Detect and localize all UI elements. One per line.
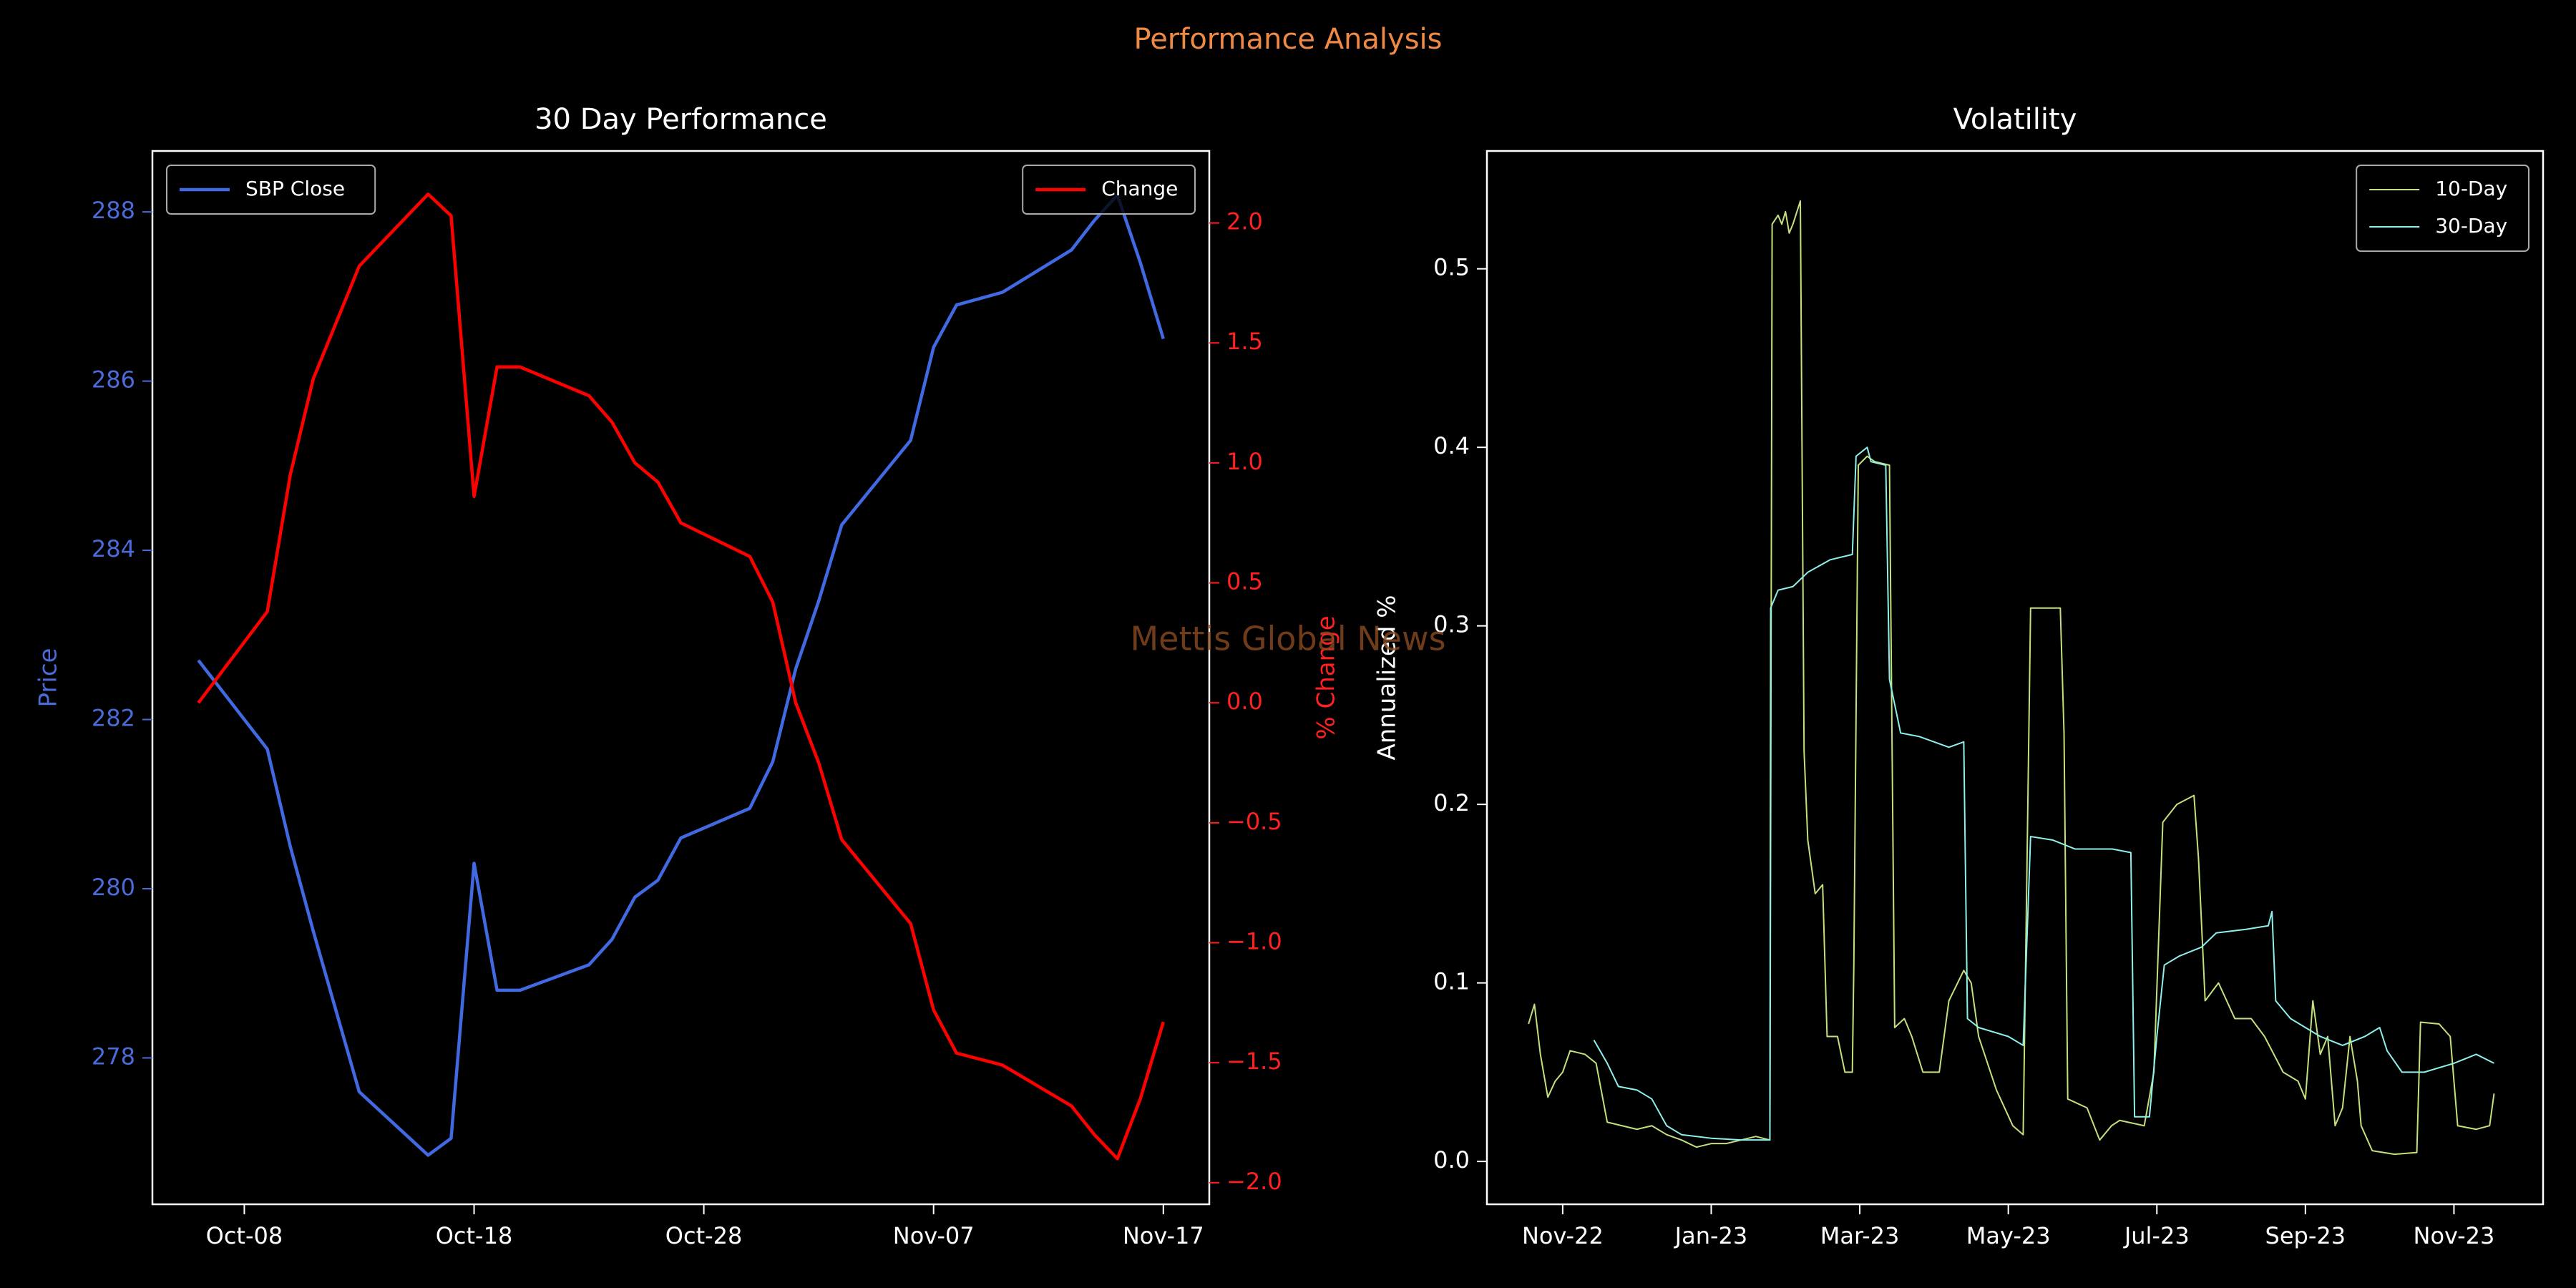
y2-tick-label: 0.0 (1226, 688, 1263, 715)
y-axis-label: Annualized % (1373, 595, 1402, 760)
y2-tick-label: −2.0 (1226, 1168, 1282, 1195)
y-tick-label: 0.0 (1433, 1146, 1470, 1174)
y2-tick-label: 1.0 (1226, 448, 1263, 475)
legend-label: 10-Day (2435, 177, 2507, 200)
x-tick-label: Oct-28 (665, 1222, 743, 1249)
legend-box (2356, 165, 2529, 252)
x-tick-label: Oct-18 (436, 1222, 513, 1249)
y-tick-label: 0.2 (1433, 789, 1470, 816)
y-tick-label: 0.4 (1433, 432, 1470, 459)
y-tick-label: 278 (92, 1043, 135, 1070)
y2-tick-label: 0.5 (1226, 568, 1263, 595)
series-line (1528, 200, 2495, 1156)
y2-tick-label: 2.0 (1226, 208, 1263, 235)
figure-title: Performance Analysis (1134, 23, 1443, 56)
series-line (197, 192, 1165, 1161)
y-axis-label: Price (34, 648, 63, 708)
y-tick-label: 0.5 (1433, 254, 1470, 281)
x-tick-label: Jul-23 (2123, 1222, 2190, 1249)
chart-title: Volatility (1953, 103, 2077, 136)
y-tick-label: 280 (92, 874, 135, 901)
x-tick-label: Oct-08 (206, 1222, 283, 1249)
legend-box (166, 165, 376, 215)
plot-area (151, 150, 1211, 1206)
y2-axis-label: % Change (1312, 615, 1341, 739)
y-tick-label: 0.3 (1433, 611, 1470, 638)
x-tick-label: Nov-07 (893, 1222, 975, 1249)
y2-tick-label: −0.5 (1226, 808, 1282, 835)
y-tick-label: 282 (92, 705, 135, 732)
legend-box (1022, 165, 1196, 215)
y-tick-label: 286 (92, 366, 135, 394)
x-tick-label: Mar-23 (1820, 1222, 1900, 1249)
watermark: Mettis Global News (1130, 620, 1445, 658)
series-line (1593, 447, 2494, 1141)
x-tick-label: Jan-23 (1674, 1222, 1748, 1249)
x-tick-label: May-23 (1966, 1222, 2051, 1249)
legend-label: 30-Day (2435, 214, 2507, 238)
legend-label: SBP Close (245, 177, 345, 200)
x-tick-label: Nov-23 (2414, 1222, 2495, 1249)
y-tick-label: 0.1 (1433, 968, 1470, 995)
plot-area (1485, 150, 2545, 1206)
x-tick-label: Nov-17 (1123, 1222, 1204, 1249)
chart-title: 30 Day Performance (535, 103, 827, 136)
y2-tick-label: −1.5 (1226, 1048, 1282, 1075)
y-tick-label: 284 (92, 535, 135, 562)
legend-label: Change (1101, 177, 1178, 200)
y2-tick-label: −1.0 (1226, 928, 1282, 955)
y-tick-label: 288 (92, 197, 135, 224)
y2-tick-label: 1.5 (1226, 328, 1263, 355)
x-tick-label: Sep-23 (2265, 1222, 2346, 1249)
x-tick-label: Nov-22 (1522, 1222, 1604, 1249)
series-line (197, 193, 1165, 1157)
